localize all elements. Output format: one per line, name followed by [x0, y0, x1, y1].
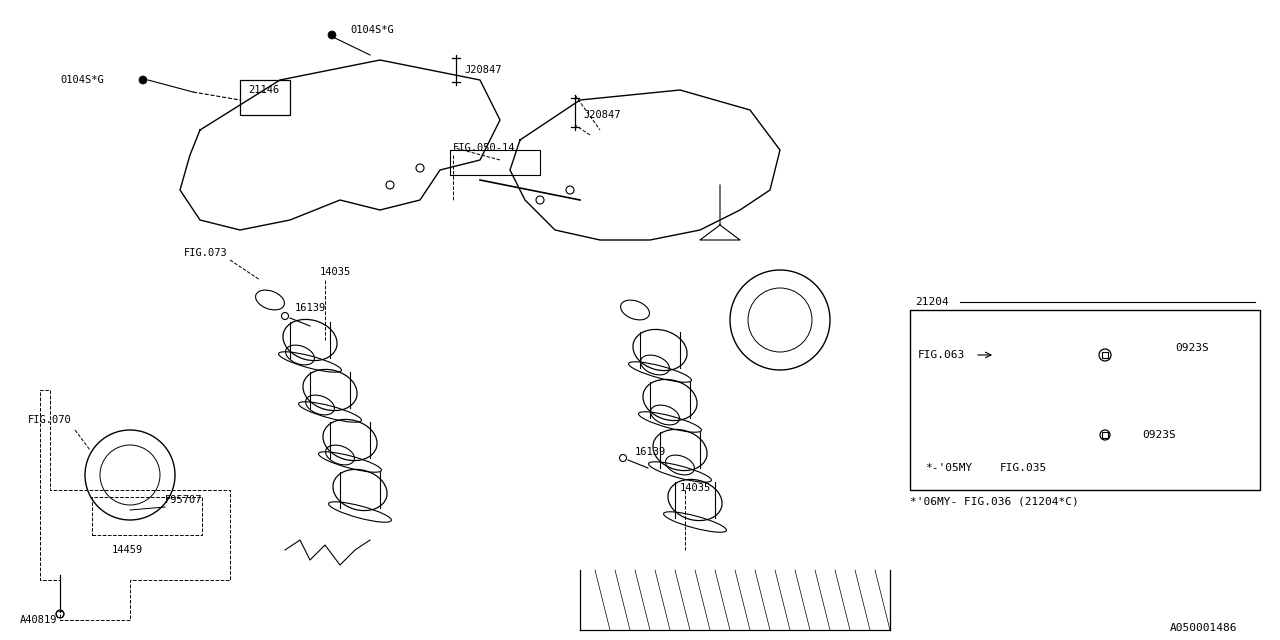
Polygon shape — [509, 90, 780, 240]
Text: 14035: 14035 — [680, 483, 712, 493]
Bar — [1102, 432, 1108, 438]
Circle shape — [140, 76, 147, 84]
Text: J20847: J20847 — [465, 65, 502, 75]
Bar — [241, 80, 291, 115]
Text: A40819: A40819 — [20, 615, 58, 625]
Bar — [1102, 352, 1108, 358]
Text: *-'05MY: *-'05MY — [925, 463, 973, 473]
Bar — [92, 497, 202, 535]
Text: 14035: 14035 — [320, 267, 351, 277]
Text: 0923S: 0923S — [1142, 430, 1176, 440]
Text: FIG.073: FIG.073 — [184, 248, 228, 258]
Text: 0104S*G: 0104S*G — [349, 25, 394, 35]
Text: 21204: 21204 — [915, 297, 948, 307]
Text: *'06MY- FIG.036 (21204*C): *'06MY- FIG.036 (21204*C) — [910, 497, 1079, 507]
Text: F95707: F95707 — [165, 495, 202, 505]
Circle shape — [328, 31, 337, 39]
Polygon shape — [180, 60, 500, 230]
Text: FIG.070: FIG.070 — [28, 415, 72, 425]
Text: FIG.050-14: FIG.050-14 — [453, 143, 516, 153]
Polygon shape — [451, 150, 540, 175]
Text: 16139: 16139 — [294, 303, 326, 313]
Text: J20847: J20847 — [582, 110, 621, 120]
Text: 0923S: 0923S — [1175, 343, 1208, 353]
Text: 0104S*G: 0104S*G — [60, 75, 104, 85]
Bar — [910, 310, 1260, 490]
Text: FIG.063: FIG.063 — [918, 350, 965, 360]
Text: FIG.035: FIG.035 — [1000, 463, 1047, 473]
Text: 16139: 16139 — [635, 447, 667, 457]
Text: 14459: 14459 — [113, 545, 143, 555]
Text: A050001486: A050001486 — [1170, 623, 1238, 633]
Text: 21146: 21146 — [248, 85, 279, 95]
